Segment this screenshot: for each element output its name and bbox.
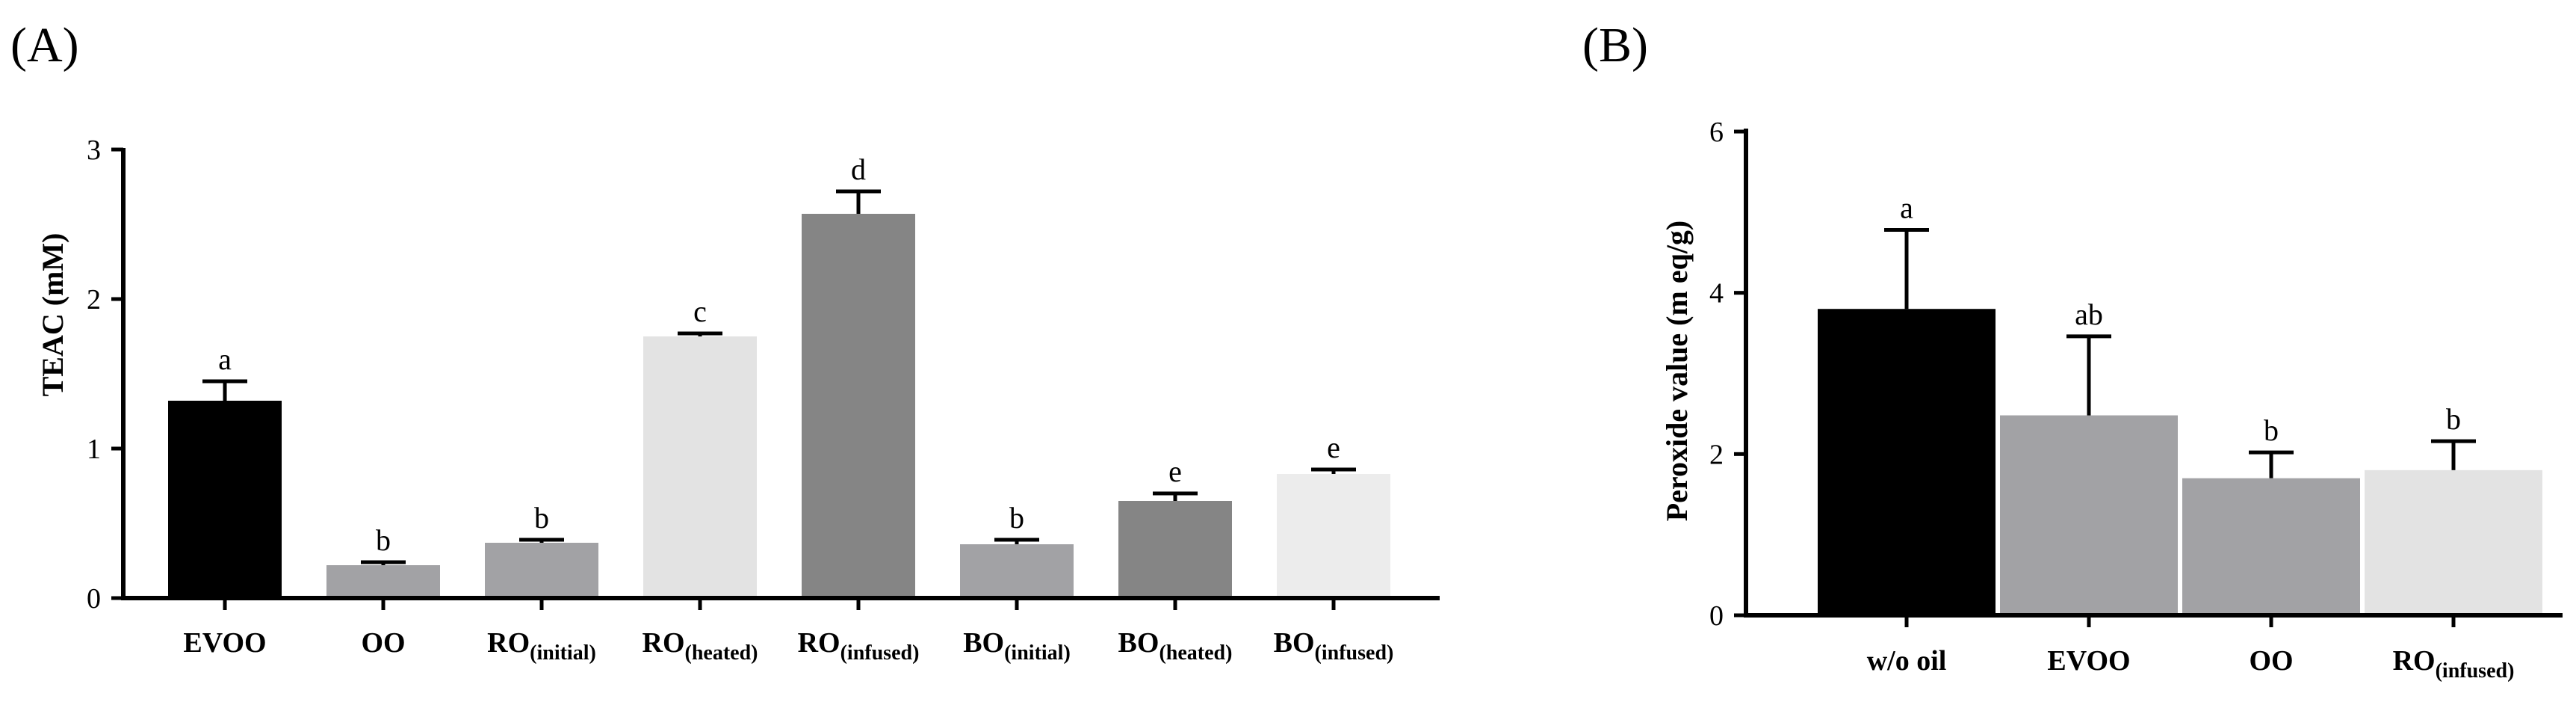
panel-b-y-ticks: 0 2 4 6 bbox=[1709, 117, 1746, 632]
bar bbox=[960, 544, 1074, 598]
y-tick-label: 1 bbox=[87, 434, 101, 465]
bar bbox=[485, 543, 598, 598]
panel-b-x-ticks: w/o oil EVOO OO RO(infused) bbox=[1867, 615, 2515, 683]
error-bar bbox=[519, 538, 564, 543]
bar bbox=[1118, 501, 1232, 598]
error-bar bbox=[678, 331, 722, 336]
y-tick-label: 6 bbox=[1709, 117, 1724, 148]
significance-label: e bbox=[1168, 455, 1182, 488]
significance-label: b bbox=[2446, 402, 2461, 436]
panel-a-marks: a b b c d b e e bbox=[168, 153, 1390, 598]
significance-label: d bbox=[851, 153, 866, 186]
category-label: BO(initial) bbox=[963, 627, 1071, 665]
bar bbox=[802, 214, 915, 598]
error-bar bbox=[2066, 334, 2111, 416]
category-label: RO(infused) bbox=[2393, 645, 2515, 683]
y-tick-label: 2 bbox=[87, 284, 101, 315]
category-label: OO bbox=[2249, 645, 2293, 677]
y-tick-label: 3 bbox=[87, 135, 101, 166]
significance-label: b bbox=[534, 501, 549, 535]
significance-label: ab bbox=[2075, 298, 2103, 331]
category-label: EVOO bbox=[183, 627, 266, 659]
error-bar bbox=[1153, 491, 1198, 501]
significance-label: e bbox=[1327, 431, 1340, 464]
error-bar bbox=[1311, 467, 1356, 474]
y-tick-label: 0 bbox=[1709, 600, 1724, 632]
category-label: RO(heated) bbox=[643, 627, 758, 665]
category-label: OO bbox=[361, 627, 405, 659]
bar bbox=[1818, 309, 1996, 615]
panel-b-marks: a ab b b bbox=[1818, 191, 2542, 615]
category-label: EVOO bbox=[2047, 645, 2130, 677]
error-bar bbox=[994, 538, 1039, 544]
error-bar bbox=[2249, 450, 2294, 478]
bar bbox=[2365, 469, 2542, 615]
error-bar bbox=[202, 379, 247, 401]
category-label: RO(infused) bbox=[798, 627, 920, 665]
significance-label: b bbox=[376, 523, 391, 557]
bar bbox=[2182, 478, 2360, 615]
category-label: BO(infused) bbox=[1274, 627, 1394, 665]
panel-a-y-axis-title: TEAC (mM) bbox=[36, 233, 69, 397]
panel-a-x-ticks: EVOO OO RO(initial) RO(heated) RO(infused) BO… bbox=[183, 598, 1393, 665]
bar bbox=[326, 565, 440, 598]
y-tick-label: 4 bbox=[1709, 278, 1724, 310]
error-bar bbox=[836, 189, 881, 214]
bar bbox=[168, 401, 282, 598]
significance-label: a bbox=[1900, 191, 1913, 225]
significance-label: a bbox=[218, 342, 232, 376]
bar bbox=[2000, 415, 2178, 615]
panel-a-y-ticks: 0 1 2 3 bbox=[87, 135, 123, 615]
bar bbox=[643, 336, 757, 598]
significance-label: c bbox=[693, 295, 707, 328]
y-tick-label: 0 bbox=[87, 583, 101, 615]
panel-a-label: (A) bbox=[10, 18, 79, 73]
panel-b-y-axis-title: Peroxide value (m eq/g) bbox=[1660, 221, 1694, 522]
significance-label: b bbox=[1009, 501, 1024, 535]
significance-label: b bbox=[2264, 413, 2279, 447]
bar bbox=[1277, 474, 1390, 598]
category-label: BO(heated) bbox=[1118, 627, 1233, 665]
error-bar bbox=[2431, 439, 2476, 470]
error-bar bbox=[361, 560, 406, 565]
category-label: RO(initial) bbox=[487, 627, 596, 665]
error-bar bbox=[1884, 228, 1929, 310]
panel-a: (A) TEAC (mM) a b b c d b e e 0 1 2 3 EVOO OO RO(ini… bbox=[10, 18, 1440, 665]
panel-b-label: (B) bbox=[1582, 18, 1648, 73]
panel-b: (B) Peroxide value (m eq/g) a ab b b 0 2 4 6 w… bbox=[1582, 18, 2563, 683]
y-tick-label: 2 bbox=[1709, 439, 1724, 470]
category-label: w/o oil bbox=[1867, 645, 1947, 677]
